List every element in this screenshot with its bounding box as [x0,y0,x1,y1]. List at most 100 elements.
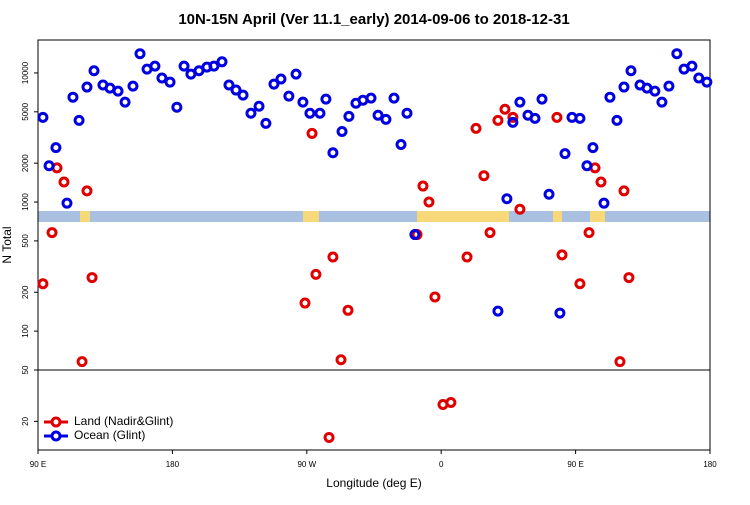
point [409,229,421,241]
point [656,96,668,108]
point [112,85,124,97]
legend-item: Land (Nadir&Glint) [44,414,173,428]
point [492,114,504,126]
point [245,107,257,119]
point [134,48,146,60]
point [484,227,496,239]
point [604,91,616,103]
x-tick-label: 180 [166,460,180,469]
point [514,96,526,108]
point [156,72,168,84]
point [595,176,607,188]
point [43,160,55,172]
point [171,101,183,113]
point [663,80,675,92]
point [614,356,626,368]
point [618,185,630,197]
point [58,176,70,188]
point [598,197,610,209]
point [470,122,482,134]
point [335,354,347,366]
point [583,227,595,239]
point [543,188,555,200]
point [693,72,705,84]
y-axis-label: N Total [0,226,14,263]
point [478,170,490,182]
point [554,307,566,319]
point [327,251,339,263]
point [50,142,62,154]
point [514,203,526,215]
point [499,103,511,115]
y-tick-label: 100 [21,324,30,338]
plot-frame [37,39,711,451]
point [536,93,548,105]
legend-item: Ocean (Glint) [44,428,145,442]
y-tick-label: 50 [21,365,30,374]
point [581,160,593,172]
point [507,111,519,123]
point [529,112,541,124]
point [507,116,519,128]
y-tick-label: 1000 [21,193,30,211]
point [380,113,392,125]
point [297,96,309,108]
x-tick-label: 180 [703,460,717,469]
point [618,81,630,93]
point [423,196,435,208]
x-tick-label: 0 [439,460,444,469]
point [73,114,85,126]
legend-label: Ocean (Glint) [74,428,145,442]
point [343,110,355,122]
x-tick-label: 90 W [297,460,316,469]
point [388,92,400,104]
point [429,291,441,303]
land-mask [38,211,710,222]
point [216,56,228,68]
point [283,90,295,102]
point [178,60,190,72]
point [208,60,220,72]
point [86,272,98,284]
point [46,227,58,239]
y-tick-label: 5000 [21,102,30,120]
point [260,117,272,129]
point [551,111,563,123]
point [275,73,287,85]
point [290,68,302,80]
point [574,278,586,290]
point [623,272,635,284]
point [401,107,413,119]
point [149,60,161,72]
point [671,48,683,60]
point [253,100,265,112]
point [164,76,176,88]
legend-marker [50,430,62,442]
point [314,107,326,119]
point [556,249,568,261]
x-tick-label: 90 E [567,460,583,469]
point [237,89,249,101]
point [127,80,139,92]
legend-marker [50,416,62,428]
point [686,60,698,72]
point [88,65,100,77]
point [327,147,339,159]
point [365,92,377,104]
point [323,431,335,443]
point [299,297,311,309]
point [268,78,280,90]
point [574,112,586,124]
point [492,305,504,317]
point [320,93,332,105]
point [310,268,322,280]
point [230,84,242,96]
point [461,251,473,263]
x-tick-label: 90 E [30,460,46,469]
point [587,142,599,154]
point [304,107,316,119]
point [223,79,235,91]
point [417,180,429,192]
point [76,356,88,368]
